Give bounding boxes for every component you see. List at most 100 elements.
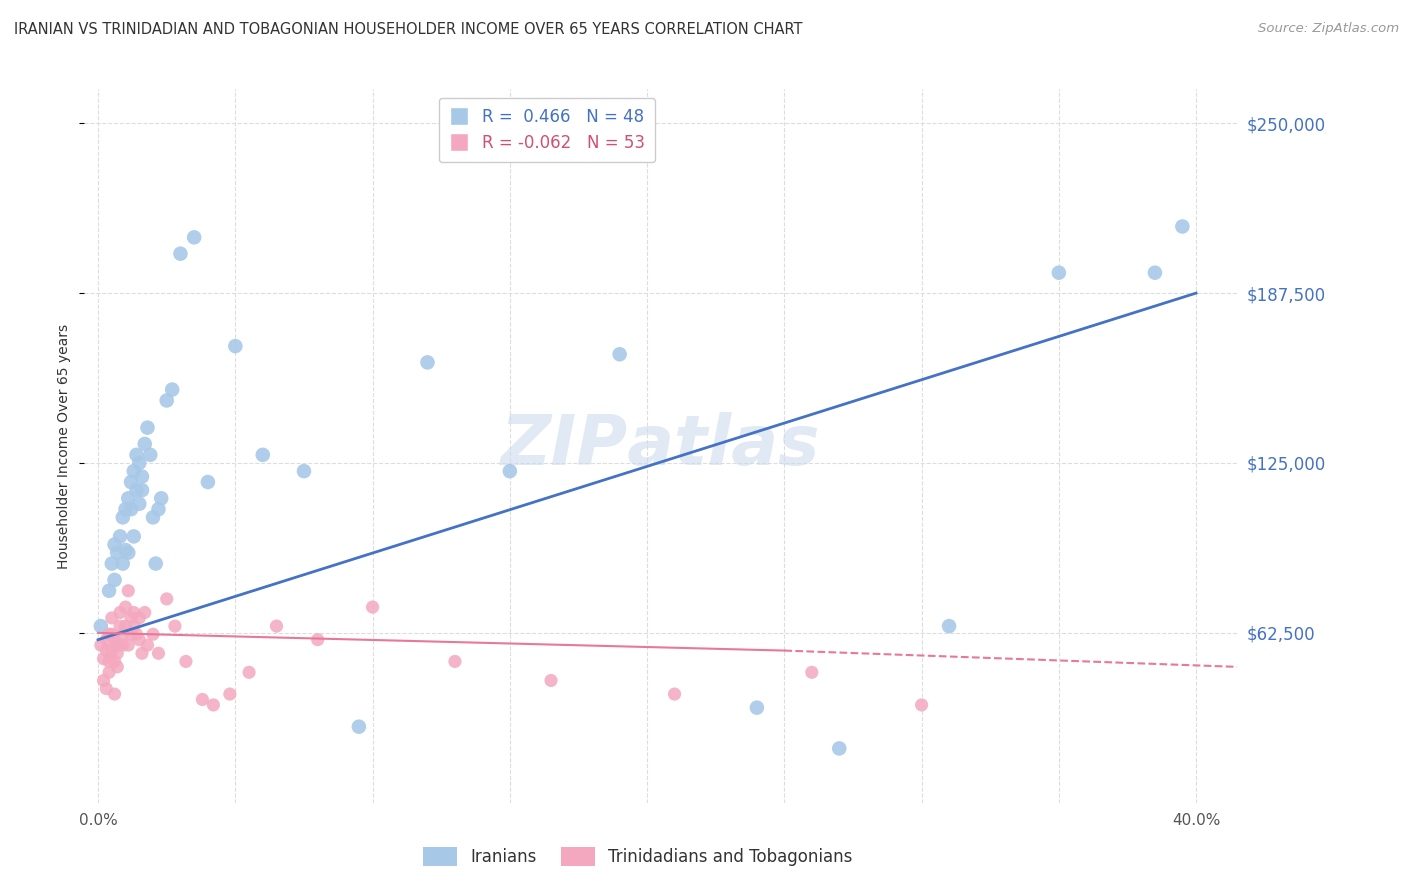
Point — [499, 464, 522, 478]
Point — [96, 681, 118, 696]
Point — [98, 583, 121, 598]
Point — [145, 557, 167, 571]
Point — [134, 606, 156, 620]
Point — [128, 497, 150, 511]
Point — [134, 437, 156, 451]
Point — [191, 692, 214, 706]
Point — [122, 606, 145, 620]
Point — [105, 660, 128, 674]
Point — [93, 673, 115, 688]
Point — [202, 698, 225, 712]
Point — [117, 638, 139, 652]
Point — [150, 491, 173, 506]
Point — [156, 591, 179, 606]
Text: ZIP​atlas: ZIP​atlas — [501, 412, 821, 480]
Point — [139, 448, 162, 462]
Point — [108, 619, 131, 633]
Point — [117, 583, 139, 598]
Point — [800, 665, 823, 680]
Point — [938, 619, 960, 633]
Point — [117, 546, 139, 560]
Point — [105, 546, 128, 560]
Point — [136, 420, 159, 434]
Point — [125, 627, 148, 641]
Point — [347, 720, 370, 734]
Point — [131, 483, 153, 498]
Point — [98, 655, 121, 669]
Point — [105, 638, 128, 652]
Legend: Iranians, Trinidadians and Tobagonians: Iranians, Trinidadians and Tobagonians — [416, 840, 859, 873]
Point — [609, 347, 631, 361]
Point — [103, 655, 125, 669]
Point — [117, 491, 139, 506]
Point — [114, 619, 136, 633]
Point — [444, 655, 467, 669]
Point — [103, 573, 125, 587]
Point — [128, 456, 150, 470]
Point — [252, 448, 274, 462]
Text: IRANIAN VS TRINIDADIAN AND TOBAGONIAN HOUSEHOLDER INCOME OVER 65 YEARS CORRELATI: IRANIAN VS TRINIDADIAN AND TOBAGONIAN HO… — [14, 22, 803, 37]
Point — [266, 619, 288, 633]
Point — [828, 741, 851, 756]
Point — [101, 611, 124, 625]
Point — [1171, 219, 1194, 234]
Point — [664, 687, 686, 701]
Point — [120, 475, 142, 489]
Point — [416, 355, 439, 369]
Point — [174, 655, 197, 669]
Point — [114, 600, 136, 615]
Point — [910, 698, 932, 712]
Point — [125, 483, 148, 498]
Point — [90, 619, 112, 633]
Point — [111, 557, 134, 571]
Point — [108, 606, 131, 620]
Point — [238, 665, 260, 680]
Point — [163, 619, 186, 633]
Point — [98, 627, 121, 641]
Point — [169, 246, 191, 260]
Point — [183, 230, 205, 244]
Point — [131, 646, 153, 660]
Point — [197, 475, 219, 489]
Point — [103, 632, 125, 647]
Point — [108, 529, 131, 543]
Point — [218, 687, 240, 701]
Point — [111, 510, 134, 524]
Point — [142, 627, 165, 641]
Point — [105, 646, 128, 660]
Point — [96, 632, 118, 647]
Point — [540, 673, 562, 688]
Y-axis label: Householder Income Over 65 years: Householder Income Over 65 years — [56, 324, 70, 568]
Point — [120, 627, 142, 641]
Point — [1143, 266, 1166, 280]
Point — [307, 632, 329, 647]
Point — [361, 600, 384, 615]
Point — [93, 651, 115, 665]
Point — [156, 393, 179, 408]
Point — [136, 638, 159, 652]
Point — [224, 339, 246, 353]
Point — [122, 464, 145, 478]
Point — [148, 646, 170, 660]
Point — [101, 627, 124, 641]
Point — [128, 632, 150, 647]
Point — [160, 383, 183, 397]
Point — [745, 700, 768, 714]
Point — [101, 643, 124, 657]
Point — [125, 448, 148, 462]
Text: Source: ZipAtlas.com: Source: ZipAtlas.com — [1258, 22, 1399, 36]
Point — [148, 502, 170, 516]
Point — [120, 611, 142, 625]
Point — [131, 469, 153, 483]
Point — [111, 627, 134, 641]
Point — [1047, 266, 1070, 280]
Point — [114, 543, 136, 558]
Point — [111, 638, 134, 652]
Point — [101, 557, 124, 571]
Point — [98, 665, 121, 680]
Point — [122, 619, 145, 633]
Point — [292, 464, 315, 478]
Point — [90, 638, 112, 652]
Point — [122, 529, 145, 543]
Point — [114, 502, 136, 516]
